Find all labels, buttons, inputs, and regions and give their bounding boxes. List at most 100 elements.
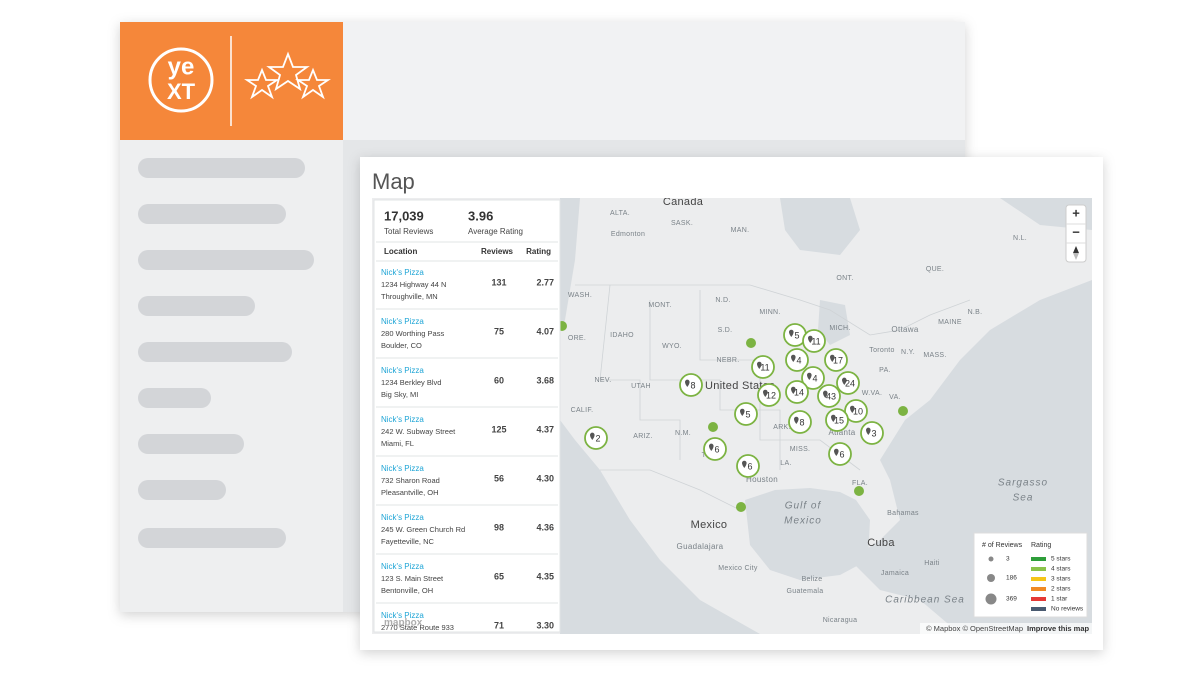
column-header: Reviews [481, 247, 514, 256]
legend-rating-label: 1 star [1051, 596, 1068, 603]
legend-rating-label: 3 stars [1051, 576, 1071, 583]
map-label: Guatemala [787, 588, 824, 595]
location-city: Throughville, MN [381, 292, 438, 301]
cluster-pin [841, 377, 847, 385]
reviews: 60 [494, 375, 504, 385]
cluster-pin [831, 414, 836, 422]
sidebar-item [138, 204, 286, 224]
map-label: MONT. [648, 302, 671, 309]
legend-title: # of Reviews [982, 542, 1023, 549]
cluster[interactable] [828, 442, 852, 466]
map-label: ARK. [773, 424, 791, 431]
sidebar-item [138, 434, 244, 454]
map-label: Guadalajara [677, 542, 724, 551]
cluster-pin [791, 386, 796, 394]
location-address: 732 Sharon Road [381, 476, 440, 485]
location-name[interactable]: Nick's Pizza [381, 611, 424, 620]
cluster[interactable] [860, 421, 884, 445]
location-name[interactable]: Nick's Pizza [381, 562, 424, 571]
compass[interactable] [1073, 246, 1079, 253]
legend-size-dot [987, 574, 995, 582]
cluster-pin [740, 408, 745, 416]
location-name[interactable]: Nick's Pizza [381, 513, 424, 522]
cluster-count: 5 [794, 330, 799, 340]
cluster[interactable] [788, 410, 812, 434]
cluster[interactable] [785, 380, 809, 404]
average-rating: 3.96 [468, 208, 493, 223]
zoom-in[interactable]: + [1072, 205, 1080, 220]
attribution-bg [920, 623, 1092, 634]
improve-link[interactable]: Improve this map [1027, 624, 1090, 633]
cluster[interactable] [757, 383, 781, 407]
cluster[interactable] [801, 366, 825, 390]
rating: 4.37 [536, 424, 554, 434]
cluster-pin [757, 361, 762, 369]
cluster[interactable] [836, 371, 860, 395]
map-label: MICH. [829, 325, 850, 332]
total-label: Total Reviews [384, 227, 433, 236]
legend-swatch [1031, 597, 1046, 601]
cluster[interactable] [584, 426, 608, 450]
cluster[interactable] [802, 329, 826, 353]
map-label: W.VA. [862, 390, 882, 397]
cluster[interactable] [785, 348, 809, 372]
map-label: Atlanta [828, 428, 855, 437]
logo-ring [148, 47, 214, 113]
table-panel [373, 199, 561, 633]
reviews: 65 [494, 571, 504, 581]
location-address: 1234 Highway 44 N [381, 280, 446, 289]
legend-rating-label: 4 stars [1051, 566, 1071, 573]
sidebar-item [138, 250, 314, 270]
location-name[interactable]: Nick's Pizza [381, 415, 424, 424]
map-label: ARIZ. [633, 433, 652, 440]
cluster-count: 4 [796, 355, 801, 365]
location-dot [708, 422, 718, 432]
location-address: 2770 State Route 933 [381, 623, 454, 632]
map-label: NEV. [595, 377, 612, 384]
sidebar-item [138, 480, 226, 500]
zoom-out[interactable]: − [1072, 224, 1080, 239]
cluster[interactable] [703, 437, 727, 461]
sidebar-item [138, 342, 292, 362]
rating: 4.30 [536, 473, 554, 483]
location-name[interactable]: Nick's Pizza [381, 366, 424, 375]
cluster[interactable] [679, 373, 703, 397]
map-label: Sea [1013, 493, 1034, 504]
legend-swatch [1031, 607, 1046, 611]
cluster-pin [789, 329, 794, 337]
location-name[interactable]: Nick's Pizza [381, 317, 424, 326]
reviews: 98 [494, 522, 504, 532]
clusters: 5 11 11 4 17 4 24 8 12 14 43 5 10 8 15 3 2 6 6 6 [584, 323, 884, 478]
map-label: Gulf of [785, 501, 822, 512]
logo-bottom: XT [167, 79, 196, 104]
cluster-pin [763, 389, 768, 397]
map-label: SASK. [671, 220, 693, 227]
cluster[interactable] [751, 355, 775, 379]
cluster-count: 8 [690, 380, 695, 390]
reviews: 125 [491, 424, 506, 434]
compass[interactable] [1073, 253, 1079, 260]
cluster-count: 14 [794, 387, 804, 397]
map-label: Mexico City [718, 565, 758, 572]
cluster[interactable] [736, 454, 760, 478]
cluster[interactable] [734, 402, 758, 426]
location-dots [557, 321, 908, 512]
map-label: Jamaica [881, 570, 909, 577]
cluster-count: 6 [747, 461, 752, 471]
location-address: 280 Worthing Pass [381, 329, 444, 338]
legend-swatch [1031, 587, 1046, 591]
location-name[interactable]: Nick's Pizza [381, 268, 424, 277]
cluster-pin [794, 416, 799, 424]
cluster[interactable] [844, 399, 868, 423]
map-label: MAINE [938, 319, 962, 326]
map-label: Nicaragua [823, 617, 858, 624]
map-label: VA. [889, 394, 901, 401]
map-label: N.L. [1013, 235, 1027, 242]
location-name[interactable]: Nick's Pizza [381, 464, 424, 473]
map-label: CALIF. [571, 407, 594, 414]
cluster[interactable] [824, 348, 848, 372]
cluster[interactable] [817, 384, 841, 408]
location-dot [736, 502, 746, 512]
cluster[interactable] [825, 408, 849, 432]
reviews: 56 [494, 473, 504, 483]
